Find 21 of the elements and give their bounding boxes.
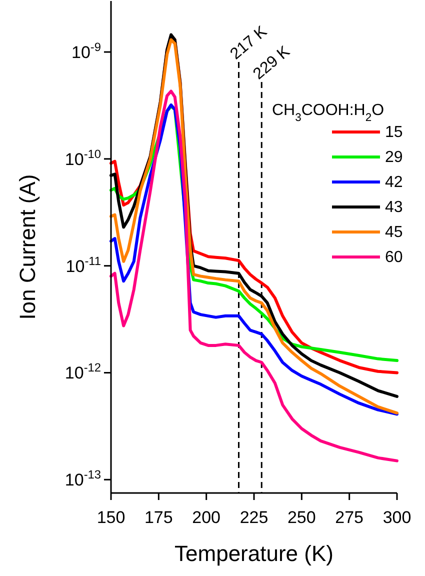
legend-label: 29 <box>385 149 403 166</box>
y-axis-title: Ion Current (A) <box>15 174 40 320</box>
x-tick-label: 175 <box>144 508 173 527</box>
legend-label: 43 <box>385 199 403 216</box>
x-tick-label: 150 <box>96 508 126 527</box>
legend-label: 60 <box>385 249 403 266</box>
x-tick-label: 275 <box>335 508 364 527</box>
y-tick-label: 10$^{-9}$ <box>72 40 102 62</box>
x-tick-label: 225 <box>240 508 268 527</box>
y-tick-label: 10$^{-10}$ <box>64 146 102 169</box>
y-tick-label: 10$^{-12}$ <box>64 360 102 383</box>
y-tick-label: 10$^{-11}$ <box>66 254 102 276</box>
x-tick-label: 200 <box>192 508 221 527</box>
x-tick-label: 300 <box>382 508 412 527</box>
x-tick-label: 250 <box>287 508 316 527</box>
y-tick-label: 10$^{-13}$ <box>64 468 102 490</box>
legend-label: 15 <box>385 124 403 141</box>
x-axis-title: Temperature (K) <box>174 541 334 566</box>
legend-label: 42 <box>385 174 403 191</box>
legend-label: 45 <box>385 224 403 241</box>
legend-title: CH$_{3}$COOH:H$_{2}$O <box>272 102 384 124</box>
